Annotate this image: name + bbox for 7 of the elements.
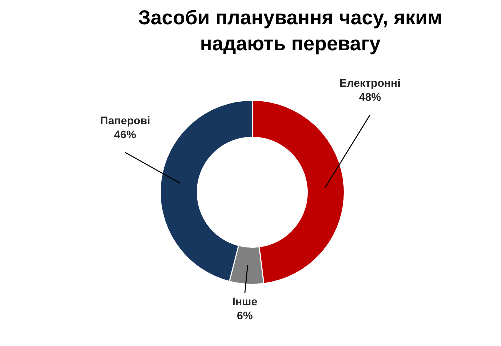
data-label: 48% [359, 92, 382, 104]
data-label: 6% [237, 310, 254, 322]
data-label: 46% [114, 130, 137, 142]
slice-label: Інше [232, 296, 258, 308]
slice-label: Електронні [340, 78, 401, 90]
chart-title: Засоби планування часу, яким надають перевагу [138, 8, 443, 56]
slice-label: Паперові [100, 116, 150, 128]
